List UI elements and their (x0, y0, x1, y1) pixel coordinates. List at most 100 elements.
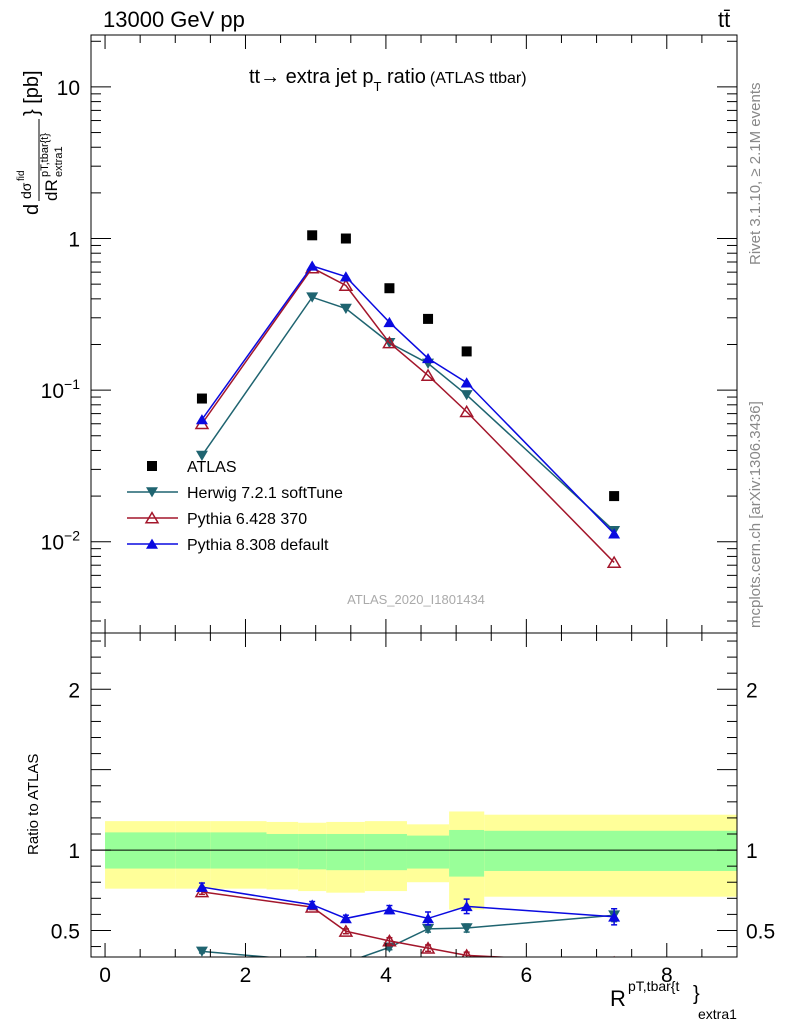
data-point (420, 941, 436, 954)
data-point (340, 958, 352, 968)
ratio-y-tick-label: 2 (68, 679, 80, 702)
svg-text:} [pb]: } [pb] (21, 70, 43, 116)
data-point (422, 924, 435, 935)
y-tick-label: 1 (68, 229, 80, 252)
uncertainty-band-stat (364, 833, 407, 871)
x-tick-label: 8 (661, 964, 673, 987)
ratio-panel: 0.5 0.5 1 1 2 2 0 2 4 6 8 (51, 632, 775, 987)
data-point (384, 283, 395, 294)
data-point (306, 956, 319, 957)
data-point (196, 393, 207, 404)
data-point (460, 900, 473, 912)
data-point (383, 904, 396, 915)
ratio-frame (90, 632, 738, 958)
ratio-y-tick-label-right: 2 (746, 679, 758, 702)
y-tick-label: 10 (57, 77, 80, 100)
data-point (423, 313, 434, 324)
data-point (422, 352, 435, 364)
x-tick-label: 6 (521, 964, 533, 987)
svg-text:extra1: extra1 (53, 146, 65, 177)
svg-text:}: } (693, 983, 700, 1005)
ratio-y-tick-label-right: 0.5 (746, 920, 775, 943)
uncertainty-band-stat (266, 833, 299, 869)
data-point (420, 368, 436, 381)
header-right: tt̄ (718, 7, 730, 32)
main-panel: 10−2 10−1 1 10 tt→ extra jet pT ratio (ATLAS… (41, 34, 738, 634)
svg-text:pT,tbar{t: pT,tbar{t (628, 978, 679, 994)
legend-entry: Pythia 6.428 370 (127, 511, 307, 528)
data-point (460, 377, 473, 388)
ratio-pythia-8-308-default (195, 881, 621, 926)
ratio-line (201, 914, 615, 957)
svg-text:d: d (21, 204, 43, 215)
ratio-pythia-6-428-370 (194, 884, 615, 957)
ratio-series (194, 881, 621, 968)
ratio-herwig-7-2-1-softtune (195, 908, 621, 968)
data-point (383, 316, 396, 328)
legend-entry: Herwig 7.2.1 softTune (127, 485, 343, 502)
legend-label: Pythia 6.428 370 (187, 511, 307, 528)
data-point (340, 233, 351, 244)
svg-text:R: R (610, 986, 626, 1011)
legend-label: Pythia 8.308 default (187, 537, 329, 554)
y-tick-label: 10−1 (41, 376, 81, 403)
header-left: 13000 GeV pp (103, 7, 245, 32)
data-point (195, 946, 208, 957)
main-title: tt→ extra jet pT ratio (ATLAS ttbar) (249, 66, 527, 94)
legend-entry: ATLAS (147, 459, 237, 476)
data-point (461, 948, 472, 957)
data-point (306, 899, 319, 910)
legend-label: Herwig 7.2.1 softTune (187, 485, 343, 502)
ratio-line (201, 891, 515, 957)
svg-text:extra1: extra1 (698, 1006, 737, 1022)
data-point (338, 924, 354, 937)
uncertainty-band-stat (484, 830, 737, 871)
data-point (339, 913, 352, 924)
data-point (195, 881, 208, 892)
main-ylabel: d dσ fid dR pT,tbar{t} extra1 } [pb] (16, 70, 65, 215)
x-tick-label: 2 (240, 964, 252, 987)
data-point (195, 450, 208, 461)
data-point (609, 491, 620, 502)
data-point (307, 230, 318, 241)
legend-label: ATLAS (187, 459, 237, 476)
data-point (338, 278, 354, 292)
analysis-label: ATLAS_2020_I1801434 (347, 592, 485, 607)
data-point (146, 487, 158, 498)
data-point (306, 292, 319, 303)
data-point (144, 511, 160, 524)
uncertainty-band-stat (326, 833, 365, 871)
x-axis-label: R pT,tbar{t } extra1 (610, 978, 737, 1022)
legend: ATLAS Herwig 7.2.1 softTune Pythia 6.428 3… (127, 459, 343, 554)
data-point (422, 913, 435, 924)
ratio-ylabel: Ratio to ATLAS (25, 754, 42, 855)
data-point (608, 911, 621, 922)
data-point (146, 538, 158, 549)
uncertainty-band-stat (406, 835, 450, 869)
data-point (606, 555, 622, 568)
data-point (608, 528, 621, 539)
svg-text:dσ: dσ (18, 182, 34, 199)
uncertainty-band-stat (449, 829, 485, 877)
mcplots-label: mcplots.cern.ch [arXiv:1306.3436] (747, 401, 764, 628)
data-point (147, 461, 157, 471)
ratio-y-tick-label: 1 (68, 840, 80, 863)
x-tick-label: 4 (380, 964, 392, 987)
series-pythia-8-308-default (195, 260, 621, 539)
data-point (339, 303, 352, 314)
series-atlas (196, 230, 620, 502)
x-tick-label: 0 (99, 964, 111, 987)
data-point (460, 923, 473, 934)
legend-entry: Pythia 8.308 default (127, 537, 329, 554)
data-point (195, 414, 208, 425)
data-point (613, 955, 615, 957)
data-point (461, 346, 472, 357)
data-point (460, 390, 473, 401)
ratio-y-tick-label: 0.5 (51, 920, 80, 943)
rivet-label: Rivet 3.1.10, ≥ 2.1M events (747, 83, 764, 266)
uncertainty-band-stat (298, 833, 327, 870)
data-point (382, 335, 397, 349)
svg-text:fid: fid (16, 170, 27, 181)
data-point (339, 271, 352, 282)
